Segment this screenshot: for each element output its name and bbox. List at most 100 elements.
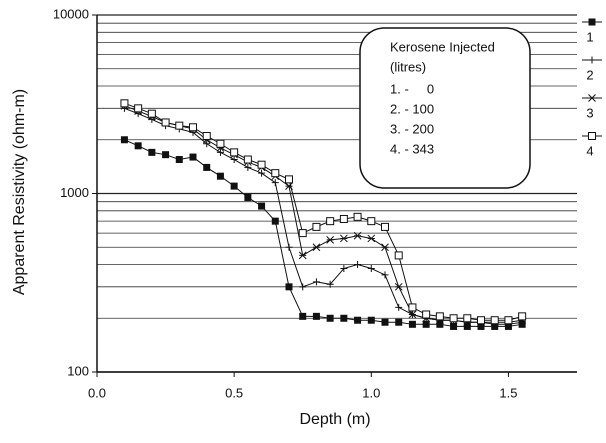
- marker: [312, 222, 321, 231]
- marker: [340, 314, 348, 322]
- marker: [312, 312, 320, 320]
- marker: [230, 156, 238, 164]
- annotation-line: 1. - 0: [390, 81, 434, 96]
- marker: [175, 121, 184, 130]
- x-tick-label: 0.5: [225, 385, 243, 400]
- marker: [367, 265, 375, 273]
- marker: [340, 234, 348, 243]
- marker: [258, 202, 266, 210]
- marker: [381, 222, 389, 231]
- marker: [394, 251, 403, 260]
- marker: [449, 314, 458, 323]
- marker: [147, 109, 156, 118]
- marker: [298, 229, 307, 238]
- marker: [367, 316, 375, 324]
- marker: [353, 231, 362, 240]
- y-tick-label: 10000: [53, 6, 89, 21]
- marker: [161, 118, 170, 127]
- marker: [285, 175, 293, 184]
- marker: [408, 303, 417, 312]
- legend-label: 1: [586, 29, 593, 44]
- marker: [326, 280, 334, 288]
- marker: [285, 283, 293, 291]
- legend-label: 2: [586, 67, 593, 82]
- marker: [203, 163, 211, 171]
- marker: [326, 235, 334, 244]
- marker: [588, 56, 596, 64]
- marker: [436, 320, 444, 328]
- marker: [504, 316, 513, 325]
- marker: [477, 316, 485, 325]
- marker: [244, 193, 252, 201]
- annotation-line: 2. - 100: [390, 101, 434, 116]
- x-tick-label: 0.0: [88, 385, 106, 400]
- marker: [588, 132, 596, 140]
- y-tick-label: 1000: [60, 185, 89, 200]
- marker: [257, 160, 266, 169]
- annotation-subtitle: (litres): [390, 59, 426, 74]
- marker: [422, 320, 430, 328]
- annotation-line: 4. - 343: [390, 141, 434, 156]
- marker: [367, 234, 376, 243]
- marker: [230, 148, 239, 157]
- marker: [381, 318, 389, 326]
- marker: [148, 148, 156, 156]
- marker: [381, 243, 389, 252]
- y-tick-label: 100: [67, 363, 89, 378]
- marker: [394, 282, 403, 291]
- annotation-line: 3. - 200: [390, 121, 434, 136]
- marker: [326, 314, 334, 322]
- x-tick-label: 1.5: [499, 385, 517, 400]
- marker: [189, 153, 197, 161]
- marker: [230, 182, 238, 190]
- legend-label: 3: [586, 105, 593, 120]
- marker: [203, 140, 211, 148]
- x-tick-label: 1.0: [362, 385, 380, 400]
- marker: [463, 314, 472, 323]
- marker: [463, 322, 471, 330]
- marker: [408, 310, 417, 319]
- marker: [422, 310, 431, 319]
- marker: [490, 316, 499, 325]
- marker: [216, 148, 224, 156]
- marker: [271, 179, 279, 187]
- marker: [216, 139, 225, 148]
- marker: [435, 312, 444, 321]
- marker: [120, 136, 128, 144]
- marker: [395, 318, 403, 326]
- marker: [298, 251, 307, 260]
- marker: [450, 322, 458, 330]
- marker: [477, 322, 485, 330]
- marker: [271, 217, 279, 225]
- marker: [518, 312, 527, 321]
- legend-label: 4: [586, 143, 593, 158]
- marker: [588, 18, 596, 26]
- marker: [381, 271, 389, 279]
- marker: [189, 123, 197, 132]
- marker: [312, 243, 321, 252]
- marker: [258, 169, 266, 177]
- marker: [202, 131, 211, 140]
- marker: [339, 214, 348, 223]
- marker: [367, 217, 376, 226]
- marker: [120, 99, 129, 108]
- marker: [134, 142, 142, 150]
- marker: [285, 243, 293, 251]
- marker: [340, 265, 348, 273]
- y-axis-label: Apparent Resistivity (ohm-m): [11, 89, 28, 295]
- marker: [244, 163, 252, 171]
- marker: [312, 278, 320, 286]
- marker: [326, 217, 335, 226]
- annotation-box: [359, 27, 531, 189]
- marker: [353, 212, 362, 221]
- marker: [354, 316, 362, 324]
- marker: [216, 172, 224, 180]
- marker: [395, 303, 403, 311]
- marker: [354, 261, 362, 269]
- marker: [134, 104, 143, 113]
- annotation-title: Kerosene Injected: [390, 39, 495, 54]
- marker: [588, 94, 596, 102]
- marker: [271, 169, 280, 178]
- marker: [175, 156, 183, 164]
